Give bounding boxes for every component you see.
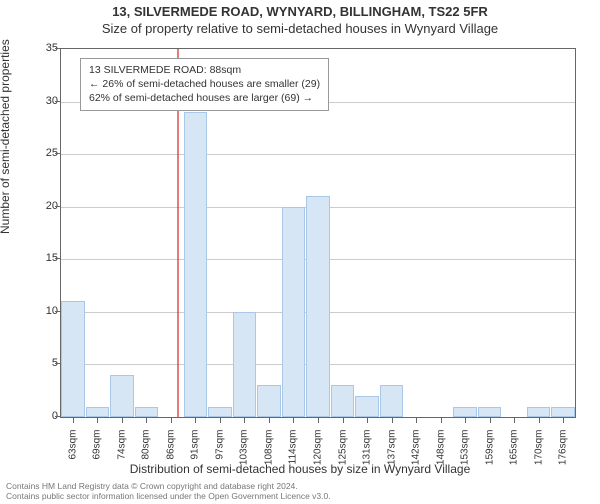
y-tick-mark xyxy=(55,48,60,49)
page-title-line1: 13, SILVERMEDE ROAD, WYNYARD, BILLINGHAM… xyxy=(0,4,600,19)
x-tick-label: 80sqm xyxy=(141,430,152,490)
x-tick-label: 108sqm xyxy=(263,430,274,490)
x-tick-label: 148sqm xyxy=(435,430,446,490)
x-tick-mark xyxy=(441,418,442,423)
x-tick-mark xyxy=(293,418,294,423)
bar xyxy=(355,396,379,417)
x-tick-mark xyxy=(539,418,540,423)
y-tick-mark xyxy=(55,153,60,154)
x-tick-mark xyxy=(269,418,270,423)
y-tick-mark xyxy=(55,311,60,312)
x-tick-mark xyxy=(416,418,417,423)
x-tick-mark xyxy=(73,418,74,423)
x-tick-mark xyxy=(367,418,368,423)
legend-line-2: ← 26% of semi-detached houses are smalle… xyxy=(89,77,320,91)
x-tick-label: 63sqm xyxy=(67,430,78,490)
y-tick-label: 25 xyxy=(8,147,58,159)
bar xyxy=(380,385,404,417)
x-tick-label: 142sqm xyxy=(411,430,422,490)
bar xyxy=(61,301,85,417)
bar xyxy=(86,407,110,418)
x-tick-label: 131sqm xyxy=(362,430,373,490)
x-tick-mark xyxy=(244,418,245,423)
x-tick-mark xyxy=(343,418,344,423)
bar xyxy=(184,112,208,417)
bar xyxy=(331,385,355,417)
y-tick-label: 15 xyxy=(8,252,58,264)
x-tick-label: 69sqm xyxy=(92,430,103,490)
legend-line-3: 62% of semi-detached houses are larger (… xyxy=(89,91,320,105)
x-tick-label: 125sqm xyxy=(337,430,348,490)
x-tick-mark xyxy=(490,418,491,423)
x-tick-mark xyxy=(195,418,196,423)
x-tick-mark xyxy=(465,418,466,423)
x-tick-label: 170sqm xyxy=(533,430,544,490)
x-tick-label: 165sqm xyxy=(509,430,520,490)
x-tick-label: 86sqm xyxy=(165,430,176,490)
x-tick-label: 176sqm xyxy=(558,430,569,490)
y-tick-label: 5 xyxy=(8,357,58,369)
legend-line-1: 13 SILVERMEDE ROAD: 88sqm xyxy=(89,63,320,77)
x-tick-mark xyxy=(146,418,147,423)
bar xyxy=(306,196,330,417)
x-tick-mark xyxy=(563,418,564,423)
bar xyxy=(527,407,551,418)
y-tick-mark xyxy=(55,206,60,207)
gridline xyxy=(61,154,575,155)
y-tick-label: 0 xyxy=(8,410,58,422)
x-tick-mark xyxy=(318,418,319,423)
bar xyxy=(551,407,575,418)
copyright-line-2: Contains public sector information licen… xyxy=(6,492,594,502)
x-tick-label: 91sqm xyxy=(190,430,201,490)
bar xyxy=(135,407,159,418)
legend: 13 SILVERMEDE ROAD: 88sqm ← 26% of semi-… xyxy=(80,58,329,111)
x-tick-mark xyxy=(122,418,123,423)
bar xyxy=(233,312,257,417)
x-tick-label: 114sqm xyxy=(288,430,299,490)
x-tick-mark xyxy=(97,418,98,423)
y-tick-label: 10 xyxy=(8,305,58,317)
x-tick-label: 103sqm xyxy=(239,430,250,490)
bar xyxy=(478,407,502,418)
y-tick-label: 35 xyxy=(8,42,58,54)
bar xyxy=(110,375,134,417)
y-tick-label: 30 xyxy=(8,95,58,107)
x-tick-mark xyxy=(514,418,515,423)
y-tick-mark xyxy=(55,363,60,364)
x-tick-mark xyxy=(220,418,221,423)
x-tick-label: 120sqm xyxy=(313,430,324,490)
x-tick-mark xyxy=(392,418,393,423)
y-tick-label: 20 xyxy=(8,200,58,212)
y-tick-mark xyxy=(55,258,60,259)
x-tick-label: 74sqm xyxy=(116,430,127,490)
bar xyxy=(208,407,232,418)
y-tick-mark xyxy=(55,101,60,102)
x-tick-label: 137sqm xyxy=(386,430,397,490)
bar xyxy=(282,207,306,417)
x-tick-label: 159sqm xyxy=(484,430,495,490)
page-title-line2: Size of property relative to semi-detach… xyxy=(0,21,600,36)
x-tick-mark xyxy=(171,418,172,423)
x-tick-label: 97sqm xyxy=(214,430,225,490)
bar xyxy=(453,407,477,418)
x-tick-label: 153sqm xyxy=(460,430,471,490)
bar xyxy=(257,385,281,417)
y-tick-mark xyxy=(55,416,60,417)
